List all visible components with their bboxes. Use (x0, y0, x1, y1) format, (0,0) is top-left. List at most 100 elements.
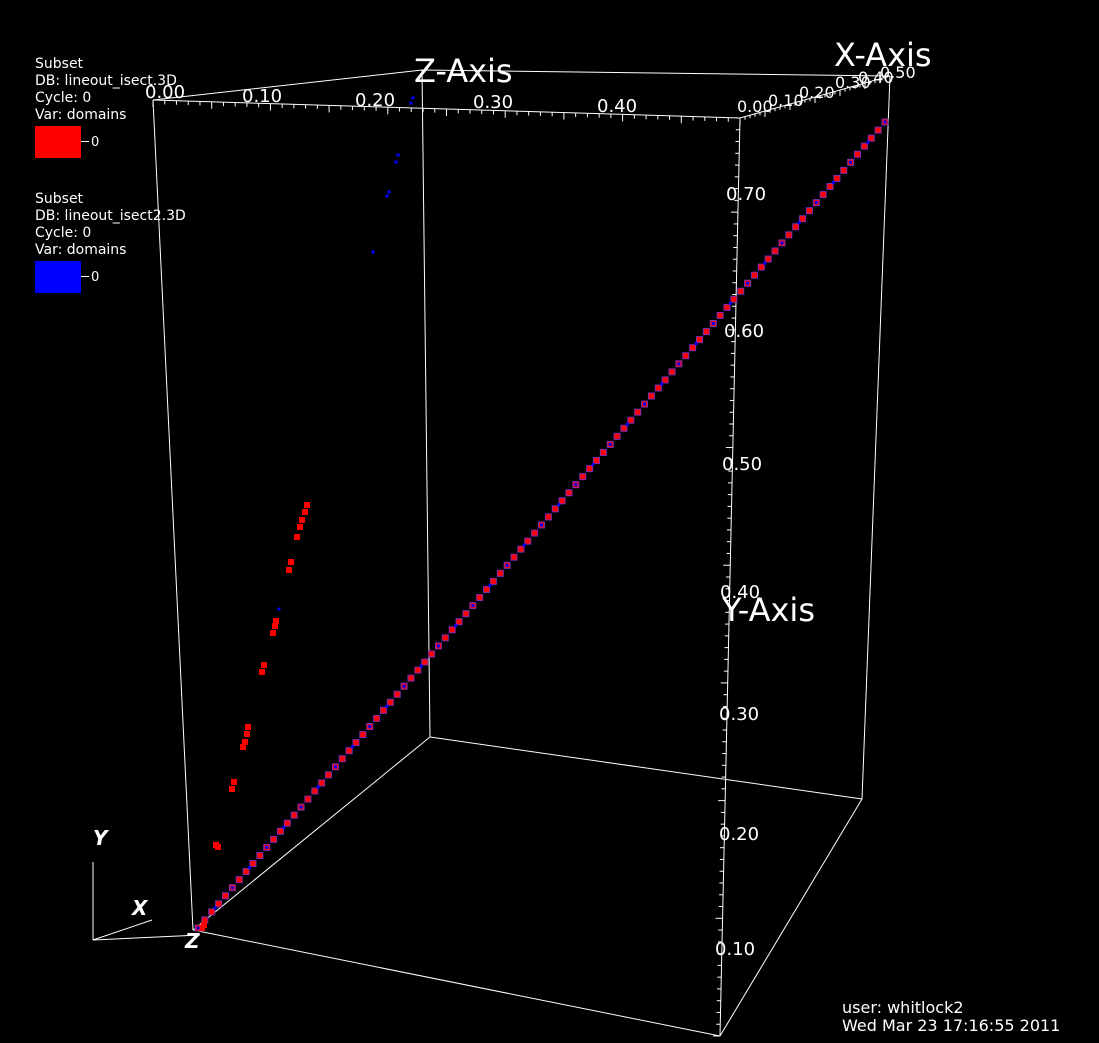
blue-point (316, 785, 320, 789)
red-point (757, 263, 765, 271)
red-point (302, 509, 308, 515)
blue-point (282, 825, 286, 829)
red-point (586, 465, 594, 473)
red-point (373, 714, 381, 722)
red-point (592, 457, 600, 465)
red-point (524, 537, 532, 545)
legend-swatch-blue (35, 261, 81, 293)
red-point (647, 392, 655, 400)
axis-tick-labels: 0.00 0.10 0.20 0.30 0.400.100.200.300.400.50… (145, 63, 916, 960)
box-edge (861, 75, 891, 800)
red-point (867, 134, 875, 142)
blue-point (196, 926, 200, 930)
blue-point (557, 503, 561, 507)
blue-point (333, 765, 337, 769)
red-point (359, 731, 367, 739)
red-point (483, 585, 491, 593)
red-point (393, 690, 401, 698)
y-tick-label: 0.60 (724, 321, 764, 342)
red-point (242, 868, 250, 876)
red-point (634, 408, 642, 416)
triad-y-label: Y (93, 826, 110, 850)
x-tick-label: 0.30 (835, 73, 871, 92)
red-point (668, 368, 676, 376)
red-point (235, 876, 243, 884)
red-point (750, 271, 758, 279)
blue-point (660, 382, 664, 386)
x-tick-label: 0.50 (880, 63, 916, 82)
red-point (785, 231, 793, 239)
red-point (441, 634, 449, 642)
legend-red: Subset DB: lineout_isect.3D Cycle: 0 Var… (35, 56, 177, 162)
blue-point (385, 704, 389, 708)
red-point (414, 666, 422, 674)
blue-point (540, 523, 543, 527)
red-point (338, 755, 346, 763)
legend-tick (81, 276, 89, 277)
z-tick-label: 0.20 (355, 90, 395, 111)
red-point (819, 191, 827, 199)
legend-db: DB: lineout_isect2.3D (35, 208, 186, 224)
red-point (702, 328, 710, 336)
z-axis-title: Z-Axis (414, 52, 513, 90)
legend-tick-label: 0 (91, 270, 100, 285)
legend-var: Var: domains (35, 107, 127, 123)
triad-x-label: X (130, 896, 149, 920)
red-point (833, 174, 841, 182)
red-point (421, 658, 429, 666)
red-point (304, 502, 310, 508)
blue-point (409, 101, 413, 105)
red-point (613, 432, 621, 440)
red-point (283, 819, 291, 827)
blue-point (454, 624, 458, 628)
red-point (245, 724, 251, 730)
triad-x-line (92, 919, 153, 941)
red-point (682, 352, 690, 360)
red-point (259, 669, 265, 675)
blue-point (797, 221, 801, 225)
axis-triad: Y X Z (92, 826, 201, 953)
red-point (764, 255, 772, 263)
x-tick-label: 0.20 (799, 83, 835, 102)
box-edge (192, 736, 431, 931)
blue-point (608, 442, 612, 446)
red-point (244, 731, 250, 737)
legend-title: Subset (35, 56, 84, 72)
red-point (620, 424, 628, 432)
red-point (689, 344, 697, 352)
red-point (544, 513, 552, 521)
blue-point (522, 543, 526, 547)
red-point (288, 559, 294, 565)
legend-tick-label: 0 (91, 135, 100, 150)
blue-point (866, 140, 870, 144)
red-point (213, 842, 219, 848)
red-point (297, 524, 303, 530)
series-blue-points (196, 96, 887, 930)
red-point (489, 577, 497, 585)
blue-point (677, 362, 681, 366)
red-point (290, 811, 298, 819)
blue-point (763, 261, 767, 265)
box-edge (152, 99, 194, 931)
timestamp: Wed Mar 23 17:16:55 2011 (842, 1016, 1061, 1035)
red-point (627, 416, 635, 424)
blue-point (591, 463, 595, 467)
red-point (270, 835, 278, 843)
red-point (379, 706, 387, 714)
red-point (565, 489, 573, 497)
x-axis-title: X-Axis (834, 36, 932, 74)
z-tick-label: 0.30 (473, 92, 513, 113)
y-tick-label: 0.10 (715, 939, 755, 960)
red-point (599, 448, 607, 456)
blue-point (402, 684, 406, 688)
red-point (242, 739, 248, 745)
red-point (256, 851, 264, 859)
blue-point (419, 664, 423, 668)
red-point (345, 747, 353, 755)
triad-z-line (92, 934, 201, 941)
red-point (510, 553, 518, 561)
blue-point (471, 604, 475, 608)
box-edge (192, 929, 721, 1037)
blue-point (849, 160, 853, 164)
